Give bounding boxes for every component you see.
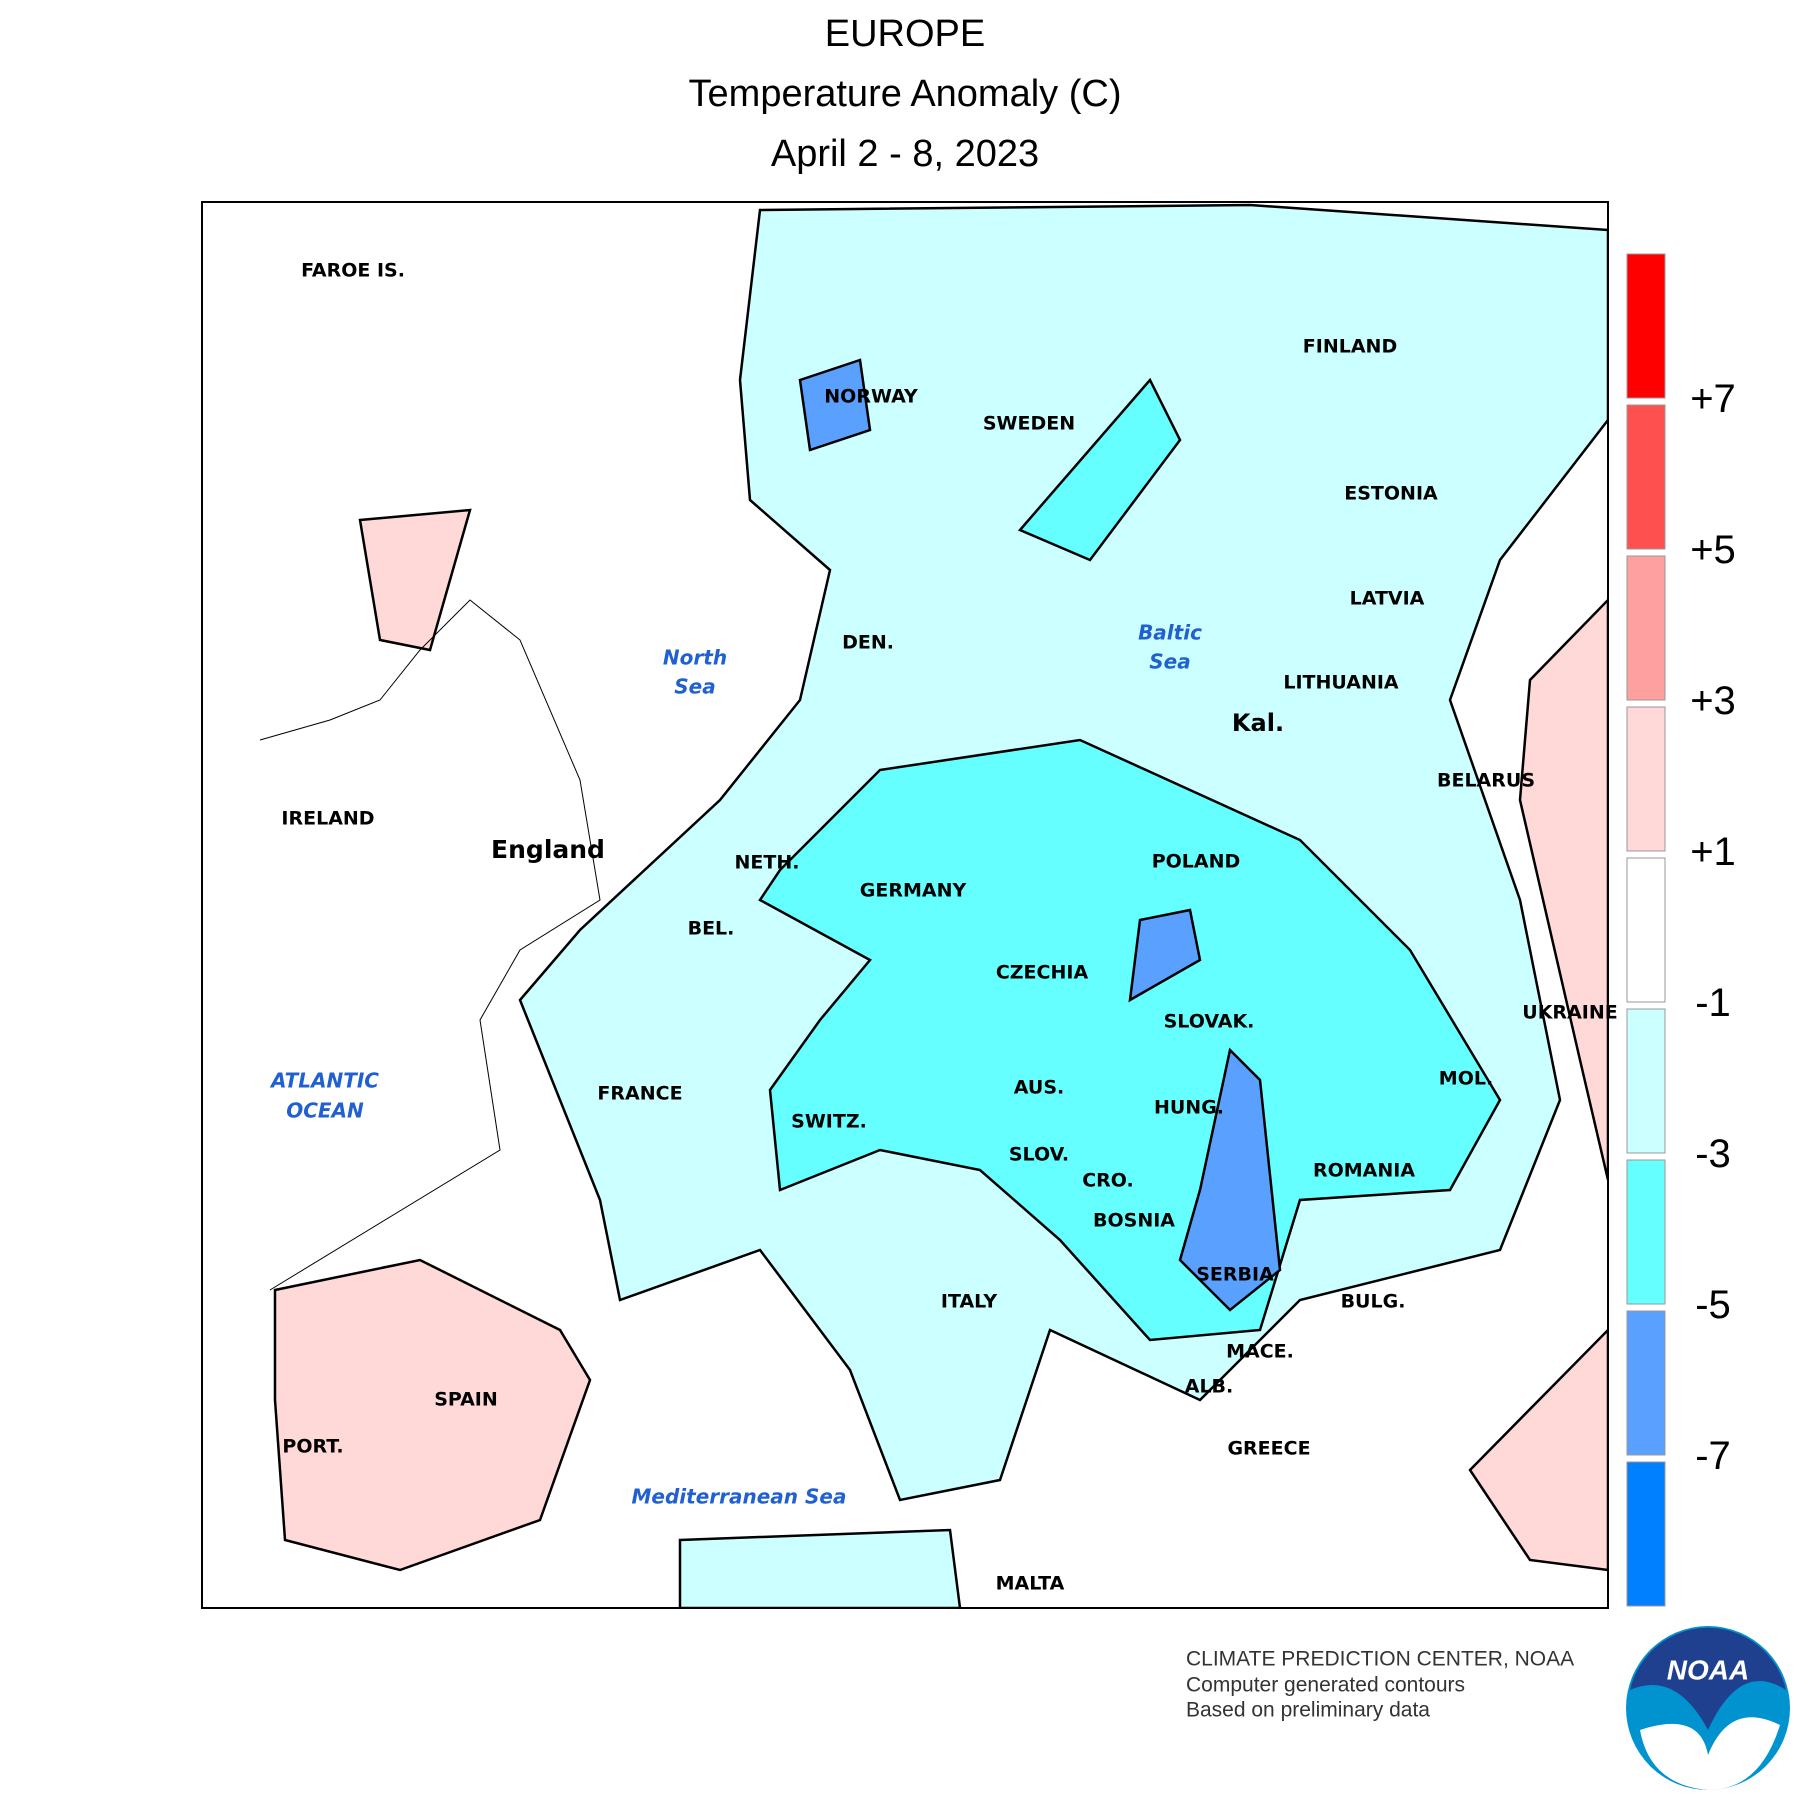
place-label: CZECHIA — [996, 962, 1089, 984]
place-label: MOL. — [1439, 1068, 1493, 1090]
place-label: SLOV. — [1009, 1144, 1069, 1166]
water-label: ATLANTIC — [269, 1069, 379, 1093]
place-label: GREECE — [1227, 1438, 1310, 1460]
map-frame — [201, 201, 1609, 1609]
water-label: Mediterranean Sea — [632, 1485, 847, 1509]
place-label: SPAIN — [434, 1389, 498, 1411]
place-label: ITALY — [941, 1291, 997, 1313]
legend: +7 +5 +3 +1 -1 -3 -5 -7 — [1626, 253, 1736, 1607]
credit-line: CLIMATE PREDICTION CENTER, NOAA — [1186, 1648, 1574, 1671]
place-label: UKRAINE — [1522, 1002, 1617, 1024]
legend-swatch — [1626, 555, 1666, 701]
legend-swatch — [1626, 1008, 1666, 1154]
legend-label: -5 — [1695, 1283, 1731, 1327]
noaa-logo: NOAA — [1626, 1626, 1790, 1790]
place-label: CRO. — [1082, 1170, 1134, 1192]
legend-swatch — [1626, 1159, 1666, 1305]
place-label: AUS. — [1014, 1077, 1064, 1099]
place-label: ALB. — [1185, 1376, 1234, 1398]
place-label: SERBIA — [1196, 1264, 1274, 1286]
map-fields — [259, 203, 1608, 1608]
place-label: PORT. — [282, 1436, 343, 1458]
place-label: SWEDEN — [983, 413, 1075, 435]
legend-label: +5 — [1690, 528, 1736, 572]
place-label: NORWAY — [824, 386, 918, 408]
place-label: LATVIA — [1350, 588, 1425, 610]
legend-label: -1 — [1695, 981, 1731, 1025]
place-label: GERMANY — [860, 880, 967, 902]
credit-line: Computer generated contours — [1186, 1674, 1465, 1697]
place-label: Kal. — [1232, 709, 1284, 737]
place-label: SLOVAK. — [1164, 1011, 1255, 1033]
place-label: POLAND — [1152, 851, 1241, 873]
place-label: DEN. — [842, 632, 894, 654]
place-label: BEL. — [688, 918, 735, 940]
water-label: Baltic — [1138, 621, 1202, 645]
water-label: Sea — [674, 675, 715, 699]
legend-swatch — [1626, 1461, 1666, 1607]
legend-label: +7 — [1690, 377, 1736, 421]
map-labels: FAROE IS. FINLAND NORWAY SWEDEN ESTONIA … — [269, 260, 1618, 1595]
place-label: SWITZ. — [791, 1111, 867, 1133]
place-label: NETH. — [735, 852, 800, 874]
place-label: IRELAND — [281, 808, 374, 830]
place-label: FAROE IS. — [301, 260, 405, 282]
legend-swatch — [1626, 857, 1666, 1003]
legend-label: -7 — [1695, 1434, 1731, 1478]
place-label: England — [491, 835, 605, 864]
title: EUROPE — [825, 13, 985, 55]
place-label: BULG. — [1341, 1291, 1406, 1313]
subtitle: Temperature Anomaly (C) — [689, 73, 1122, 115]
legend-label: +1 — [1690, 830, 1736, 874]
place-label: FINLAND — [1303, 336, 1397, 358]
legend-swatch — [1626, 404, 1666, 550]
water-label: OCEAN — [286, 1099, 364, 1123]
place-label: FRANCE — [597, 1083, 682, 1105]
place-label: BELARUS — [1437, 770, 1535, 792]
place-label: HUNG. — [1154, 1097, 1224, 1119]
legend-swatch — [1626, 1310, 1666, 1456]
credit-line: Based on preliminary data — [1186, 1699, 1430, 1722]
water-label: North — [663, 646, 727, 670]
legend-label: -3 — [1695, 1132, 1731, 1176]
place-label: MACE. — [1226, 1341, 1294, 1363]
place-label: ROMANIA — [1313, 1160, 1415, 1182]
dates: April 2 - 8, 2023 — [771, 133, 1039, 175]
legend-swatch — [1626, 253, 1666, 399]
place-label: LITHUANIA — [1283, 672, 1399, 694]
place-label: BOSNIA — [1093, 1210, 1175, 1232]
legend-swatch — [1626, 706, 1666, 852]
logo-text: NOAA — [1667, 1654, 1749, 1685]
place-label: MALTA — [996, 1573, 1065, 1595]
place-label: ESTONIA — [1344, 483, 1438, 505]
legend-label: +3 — [1690, 679, 1736, 723]
water-label: Sea — [1149, 650, 1190, 674]
